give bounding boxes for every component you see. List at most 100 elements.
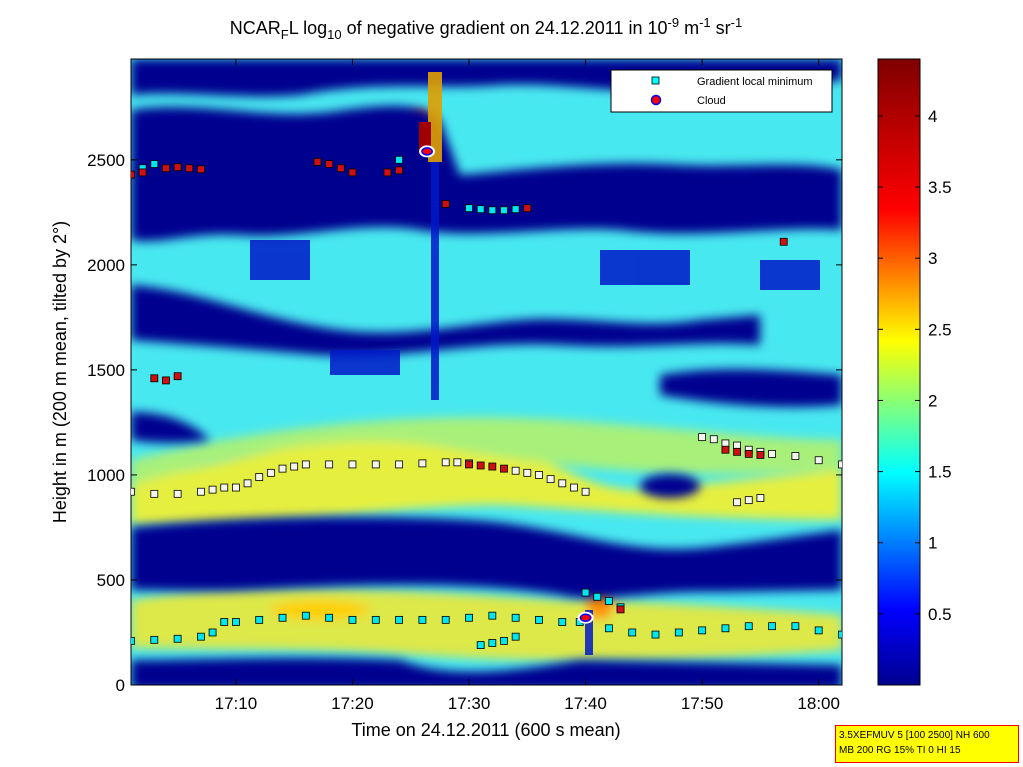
minimum-marker (441, 458, 450, 467)
maximum-marker (185, 164, 194, 173)
minimum-marker (150, 489, 159, 498)
maximum-marker (162, 164, 170, 173)
minimum-marker (348, 615, 357, 624)
minimum-marker (266, 468, 275, 477)
minimum-marker (395, 155, 403, 164)
y-tick-label: 500 (97, 571, 125, 590)
colorbar-tick-label: 1 (928, 534, 937, 553)
minimum-marker (395, 615, 403, 624)
maximum-marker (779, 237, 788, 246)
x-tick-label: 17:50 (681, 694, 724, 713)
minimum-marker (325, 613, 334, 622)
minimum-marker (698, 433, 707, 442)
minimum-marker (593, 592, 602, 601)
minimum-marker (488, 611, 497, 620)
x-tick-label: 17:40 (564, 694, 607, 713)
minimum-marker (290, 462, 299, 471)
maximum-marker (197, 165, 205, 174)
x-tick-label: 17:30 (448, 694, 491, 713)
legend-marker-minimum (651, 76, 660, 85)
maximum-marker (500, 464, 508, 473)
minimum-marker (232, 483, 240, 492)
minimum-marker (301, 460, 310, 469)
colorbar-ticks: 0.5 1 1.5 2 2.5 3 3.5 4 (878, 107, 952, 624)
minimum-marker (768, 450, 776, 458)
minimum-marker (418, 459, 427, 468)
minimum-marker (243, 479, 252, 488)
maximum-marker (523, 204, 532, 213)
minimum-marker (628, 628, 637, 637)
minimum-marker (371, 615, 380, 624)
axes: 17:10 17:20 17:30 17:40 17:50 18:00 0 500 1000 15… (87, 59, 842, 713)
minimum-marker (604, 597, 613, 605)
minimum-marker (581, 588, 590, 597)
minimum-marker (476, 641, 485, 649)
minimum-marker (511, 466, 520, 475)
minimum-marker (791, 622, 800, 631)
minimum-marker (150, 160, 159, 168)
minimum-marker (523, 468, 532, 477)
maximum-marker (325, 160, 334, 168)
minimum-marker (255, 473, 264, 481)
minimum-marker (465, 613, 473, 622)
minimum-marker (197, 632, 205, 641)
legend-label-minimum: Gradient local minimum (697, 76, 813, 88)
maximum-marker (721, 445, 730, 454)
legend-label-cloud: Cloud (697, 95, 726, 107)
info-line-2: MB 200 RG 15% TI 0 HI 15 (839, 745, 961, 756)
maximum-marker (138, 168, 147, 177)
maximum-marker (150, 374, 159, 383)
maximum-marker (488, 462, 497, 471)
minimum-marker (208, 628, 217, 637)
minimum-marker (173, 634, 182, 643)
minimum-marker (131, 487, 135, 496)
colorbar-tick-label: 2 (928, 391, 937, 410)
minimum-marker (558, 479, 567, 488)
minimum-marker (301, 611, 310, 620)
colorbar-tick-label: 4 (928, 107, 937, 126)
minimum-marker (220, 483, 229, 492)
minimum-marker (733, 498, 741, 507)
minimum-marker (756, 494, 765, 502)
minimum-marker (814, 626, 823, 635)
maximum-marker (616, 605, 625, 614)
maximum-marker (162, 376, 170, 385)
minimum-marker (476, 205, 485, 214)
maximum-marker (744, 450, 753, 458)
maximum-marker (733, 447, 741, 456)
minimum-marker (570, 483, 578, 492)
info-line-1: 3.5XEFMUV 5 [100 2500] NH 600 (839, 730, 990, 741)
minimum-marker (651, 630, 660, 639)
maximum-marker (395, 166, 403, 175)
minimum-marker (441, 615, 450, 624)
minimum-marker (558, 618, 567, 626)
cloud-marker-ring (421, 147, 433, 156)
minimum-marker (500, 206, 508, 215)
maximum-marker (131, 170, 135, 179)
x-axis-label: Time on 24.12.2011 (600 s mean) (351, 720, 620, 740)
colorbar-tick-label: 3.5 (928, 178, 952, 197)
minimum-marker (453, 458, 462, 467)
minimum-marker (488, 206, 497, 215)
maximum-marker (476, 461, 485, 470)
minimum-marker (500, 636, 508, 645)
minimum-marker (546, 475, 555, 484)
colorbar-tick-label: 3 (928, 249, 937, 268)
minimum-marker (511, 632, 520, 641)
minimum-marker (348, 460, 357, 469)
minimum-marker (814, 456, 823, 465)
maximum-marker (313, 158, 322, 166)
minimum-marker (325, 460, 334, 469)
y-tick-label: 1000 (87, 466, 125, 485)
maximum-marker (173, 163, 182, 172)
maximum-marker (756, 451, 765, 459)
minimum-marker (255, 615, 264, 624)
maximum-marker (348, 168, 357, 177)
colorbar-tick-label: 1.5 (928, 463, 952, 482)
maximum-marker (465, 460, 473, 469)
minimum-marker (465, 204, 473, 213)
y-tick-label: 0 (116, 676, 125, 695)
minimum-marker (131, 636, 135, 645)
y-tick-label: 2000 (87, 256, 125, 275)
cloud-marker-ring (579, 613, 592, 623)
